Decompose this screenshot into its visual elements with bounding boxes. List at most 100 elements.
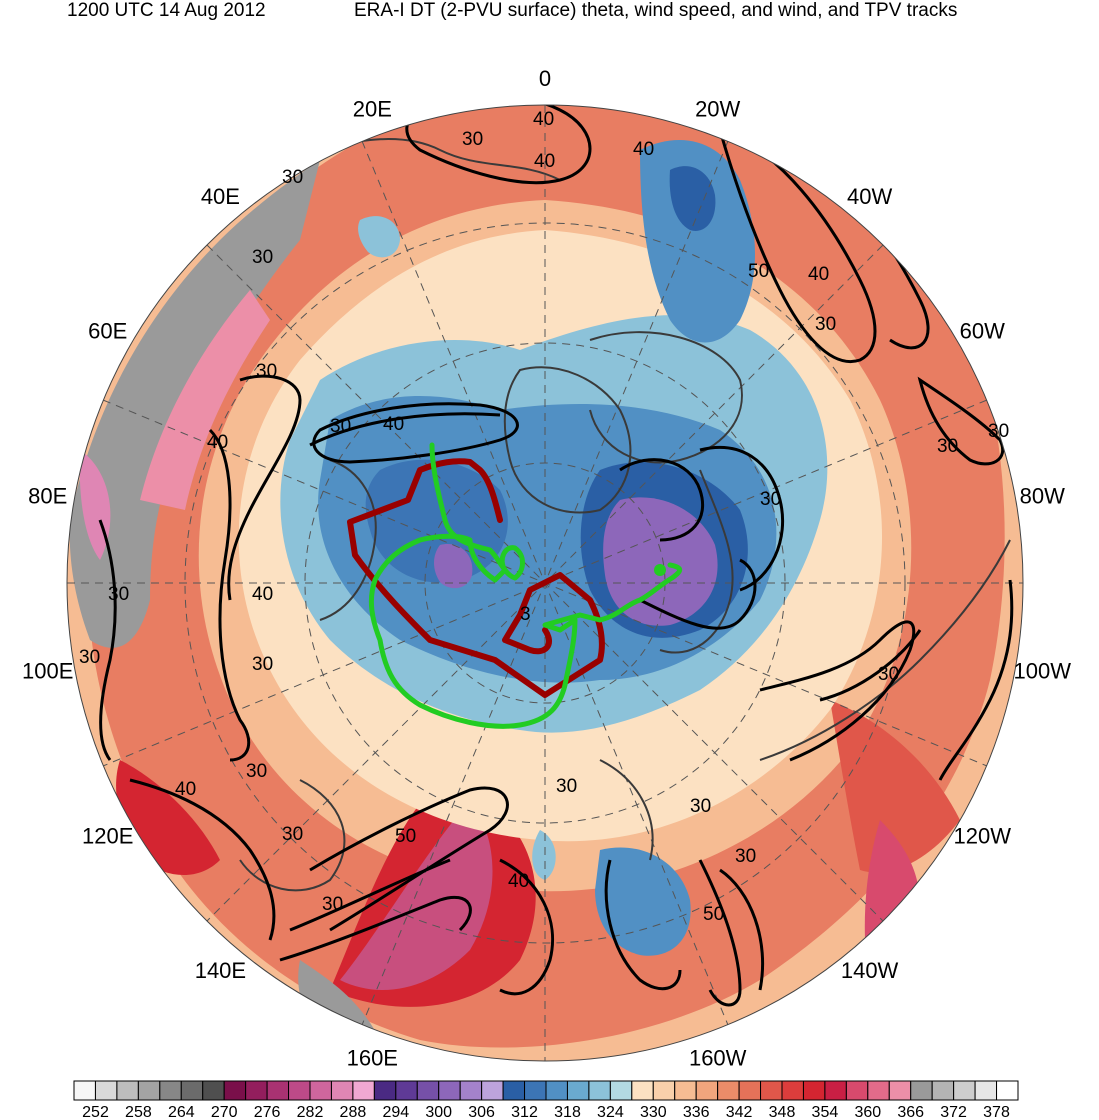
- longitude-label: 40W: [847, 184, 892, 209]
- colorbar-tick-label: 318: [554, 1104, 581, 1120]
- colorbar-tick-label: 324: [597, 1104, 624, 1120]
- longitude-label: 0: [539, 66, 551, 91]
- colorbar-tick-label: 306: [468, 1104, 495, 1120]
- colorbar-tick-label: 312: [511, 1104, 538, 1120]
- colorbar-swatch: [288, 1080, 311, 1101]
- colorbar-swatch: [953, 1080, 976, 1101]
- tpv-track-red: [347, 458, 605, 698]
- map-border: [66, 104, 1024, 1062]
- contour-label: 40: [533, 109, 554, 130]
- contour-label: 30: [252, 654, 273, 675]
- longitude-label: 160E: [347, 1046, 398, 1071]
- colorbar-swatch: [309, 1080, 332, 1101]
- longitude-label: 120W: [954, 824, 1012, 849]
- colorbar-tick-label: 378: [983, 1104, 1010, 1120]
- theta-field: [67, 105, 1023, 1061]
- contour-label: 50: [703, 904, 724, 925]
- colorbar-tick-label: 372: [940, 1104, 967, 1120]
- contour-label: 30: [878, 664, 899, 685]
- colorbar-swatch: [652, 1080, 676, 1101]
- contour-label: 50: [748, 261, 769, 282]
- colorbar-swatch: [631, 1080, 654, 1101]
- contour-label: 40: [633, 139, 654, 160]
- colorbar-swatch: [609, 1080, 633, 1101]
- colorbar-swatch: [760, 1080, 783, 1101]
- colorbar-swatch: [931, 1080, 955, 1101]
- colorbar-swatch: [910, 1080, 933, 1101]
- contour-label: 40: [383, 414, 404, 435]
- contour-label: 30: [282, 824, 303, 845]
- longitude-label: 80W: [1020, 483, 1065, 508]
- valid-time-label: 1200 UTC 14 Aug 2012: [67, 0, 266, 21]
- colorbar-swatch: [223, 1080, 247, 1101]
- colorbar-tick-label: 348: [769, 1104, 796, 1120]
- colorbar-tick-label: 252: [82, 1104, 109, 1120]
- colorbar-swatch: [717, 1080, 740, 1101]
- colorbar-tick-label: 282: [297, 1104, 324, 1120]
- theta-colorbar: 252 258 264 270 276 282 288 294 300 306 312 318 324 3…: [73, 1080, 1019, 1120]
- colorbar-tick-label: 366: [897, 1104, 924, 1120]
- colorbar-swatch: [695, 1080, 719, 1101]
- colorbar-swatch: [330, 1080, 354, 1101]
- colorbar-swatch: [545, 1080, 568, 1101]
- contour-label: 30: [79, 647, 100, 668]
- colorbar-swatch: [481, 1080, 504, 1101]
- longitude-label: 160W: [689, 1046, 747, 1071]
- colorbar-swatch: [566, 1080, 590, 1101]
- longitude-label: 80E: [28, 483, 67, 508]
- contour-label: 30: [330, 416, 351, 437]
- colorbar-tick-label: 294: [382, 1104, 409, 1120]
- colorbar-swatch: [974, 1080, 998, 1101]
- colorbar-swatch: [588, 1080, 611, 1101]
- contour-label: 50: [395, 826, 416, 847]
- colorbar-tick-label: 336: [683, 1104, 710, 1120]
- colorbar-swatch: [459, 1080, 483, 1101]
- contour-label: 40: [534, 151, 555, 172]
- colorbar-swatch: [781, 1080, 804, 1101]
- contour-label: 30: [937, 436, 958, 457]
- colorbar-swatch: [180, 1080, 204, 1101]
- contour-label: 30: [690, 796, 711, 817]
- contour-label: 40: [207, 432, 228, 453]
- colorbar-swatch: [395, 1080, 418, 1101]
- colorbar-tick-label: 264: [168, 1104, 195, 1120]
- colorbar-swatch: [352, 1080, 375, 1101]
- contour-label: 30: [735, 846, 756, 867]
- contour-label: 30: [256, 361, 277, 382]
- longitude-label: 20E: [353, 97, 392, 122]
- colorbar-swatch: [159, 1080, 182, 1101]
- contour-label: 40: [508, 871, 529, 892]
- longitude-label: 100E: [22, 659, 73, 684]
- colorbar-swatch: [94, 1080, 118, 1101]
- colorbar-tick-label: 276: [254, 1104, 281, 1120]
- contour-label: 30: [108, 584, 129, 605]
- colorbar-swatch: [996, 1080, 1019, 1101]
- contour-label: 40: [808, 264, 829, 285]
- colorbar-tick-label: 342: [726, 1104, 753, 1120]
- colorbar-tick-label: 258: [125, 1104, 152, 1120]
- contour-label: 40: [252, 584, 273, 605]
- colorbar-tick-label: 360: [854, 1104, 881, 1120]
- colorbar-swatch: [802, 1080, 826, 1101]
- longitude-labels: 020W40W60W80W100W120W140W160W180160E140E…: [22, 66, 1071, 1101]
- colorbar-swatch: [137, 1080, 161, 1101]
- contour-label: 40: [175, 779, 196, 800]
- colorbar-swatch: [867, 1080, 890, 1101]
- contour-label: 30: [322, 894, 343, 915]
- colorbar-tick-label: 288: [340, 1104, 367, 1120]
- colorbar-swatch: [416, 1080, 440, 1101]
- longitude-label: 20W: [695, 97, 740, 122]
- contour-label: 30: [252, 247, 273, 268]
- colorbar-swatch: [824, 1080, 847, 1101]
- map-title: ERA-I DT (2-PVU surface) theta, wind spe…: [354, 0, 958, 21]
- longitude-label: 120E: [82, 824, 133, 849]
- colorbar-swatch: [116, 1080, 139, 1101]
- contour-label: 30: [462, 129, 483, 150]
- longitude-label: 40E: [201, 184, 240, 209]
- colorbar-swatch: [245, 1080, 268, 1101]
- longitude-label: 60W: [960, 319, 1005, 344]
- contour-label: 30: [815, 314, 836, 335]
- colorbar-swatch: [202, 1080, 225, 1101]
- colorbar-swatch: [266, 1080, 290, 1101]
- colorbar-tick-label: 270: [211, 1104, 238, 1120]
